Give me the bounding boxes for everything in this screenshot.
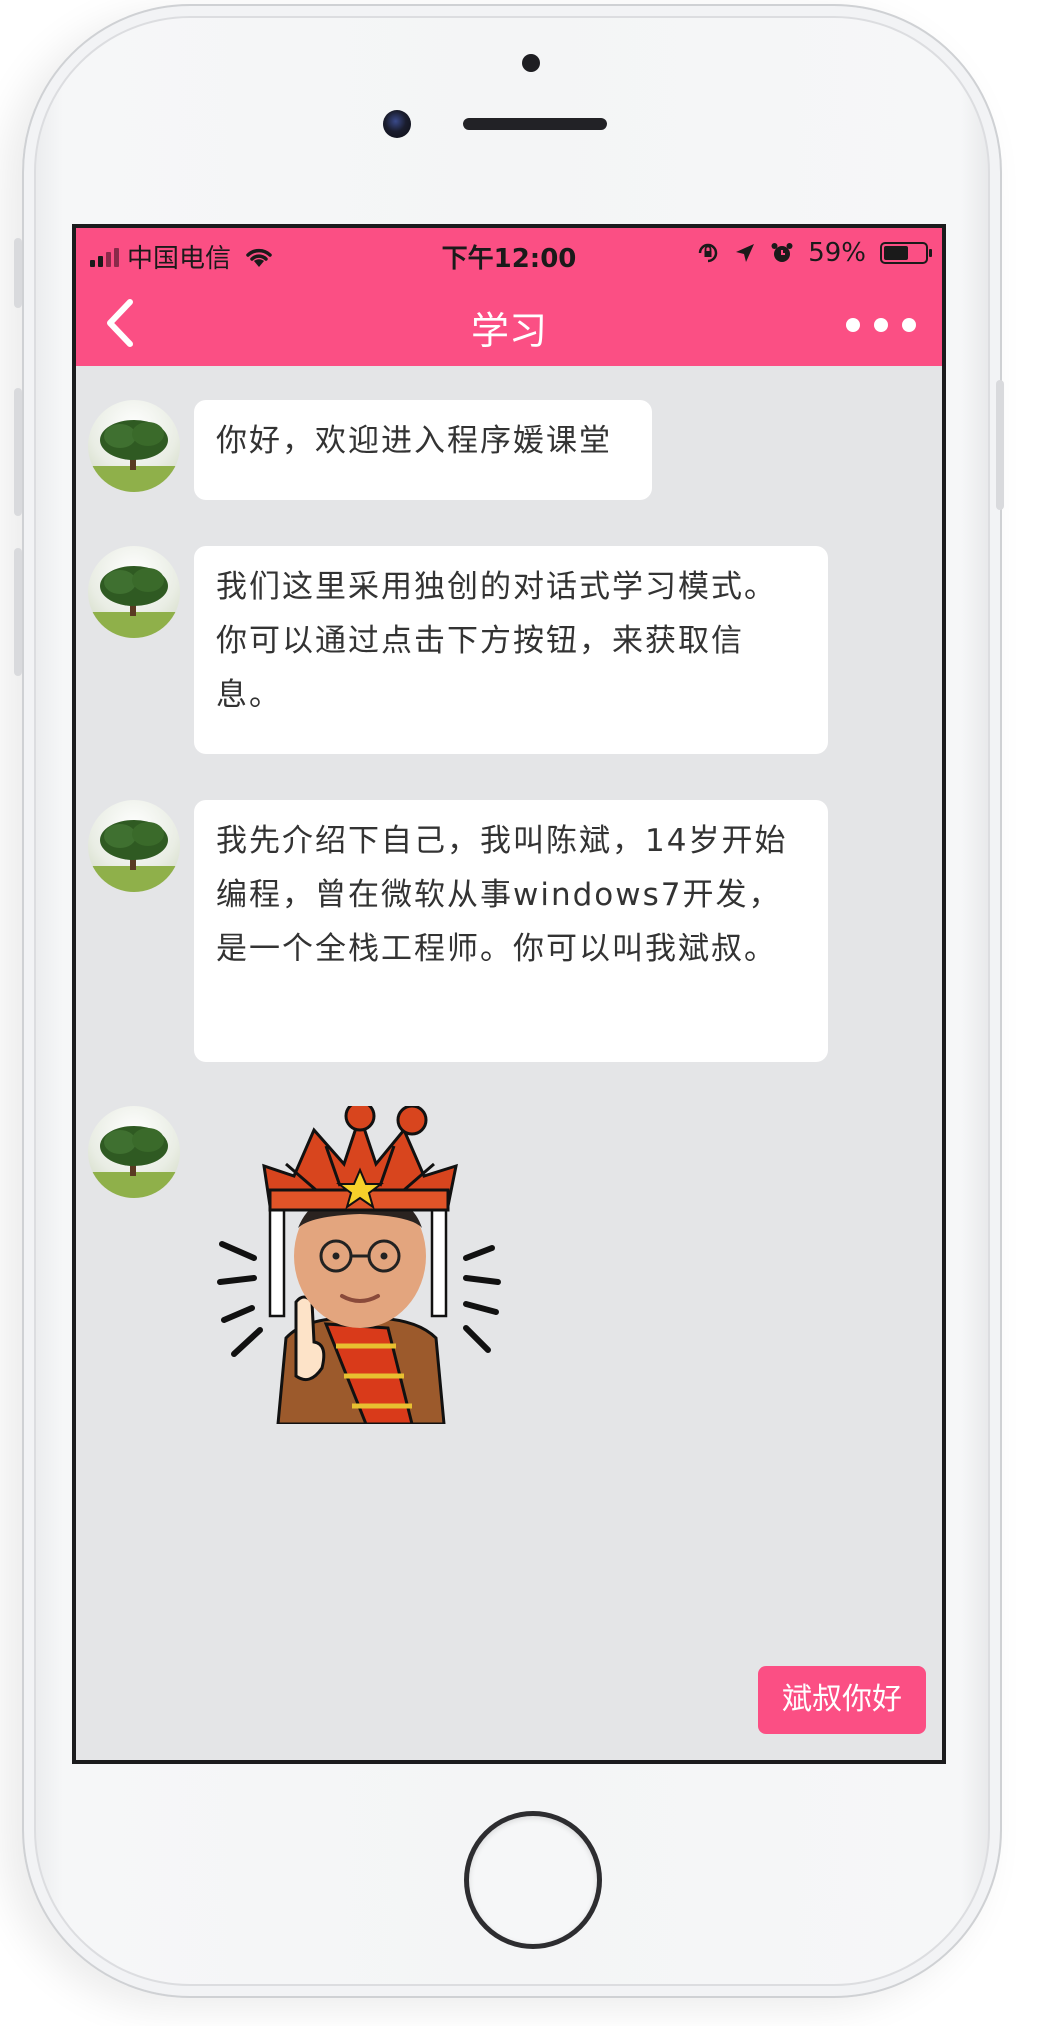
tree-avatar-icon: [88, 820, 180, 892]
location-icon: [736, 244, 755, 262]
alarm-icon: [771, 243, 793, 262]
tree-avatar-icon: [88, 420, 180, 492]
volume-up-button: [14, 388, 22, 516]
tree-avatar-icon: [88, 566, 180, 638]
message-text: 你好，欢迎进入程序媛课堂: [216, 423, 612, 459]
status-time: 下午12:00: [441, 244, 577, 274]
avatar: [88, 400, 180, 492]
nav-bar: 学习: [76, 280, 942, 366]
more-dots-icon[interactable]: [846, 318, 916, 332]
battery-percent: 59%: [808, 238, 866, 268]
message-bubble: 我们这里采用独创的对话式学习模式。你可以通过点击下方按钮，来获取信息。: [194, 546, 828, 754]
battery-icon: [880, 242, 932, 264]
message-text: 我们这里采用独创的对话式学习模式。你可以通过点击下方按钮，来获取信息。: [216, 569, 777, 713]
front-camera: [383, 110, 411, 138]
home-button[interactable]: [464, 1811, 602, 1949]
status-bar: 中国电信 下午12:00 59%: [76, 228, 942, 280]
chevron-left-icon[interactable]: [100, 298, 140, 348]
sensor-dot: [522, 54, 540, 72]
orientation-lock-icon: [698, 243, 718, 263]
earpiece-speaker: [463, 118, 607, 130]
carrier-name: 中国电信: [127, 244, 232, 274]
power-button: [996, 380, 1004, 510]
screen: 中国电信 下午12:00 59%: [72, 224, 946, 1764]
avatar: [88, 546, 180, 638]
reply-button[interactable]: 斌叔你好: [758, 1666, 926, 1734]
wifi-icon: [246, 248, 272, 267]
signal-icon: [90, 247, 119, 267]
volume-down-button: [14, 548, 22, 676]
avatar: [88, 1106, 180, 1198]
page-title: 学习: [470, 309, 547, 353]
mute-switch: [14, 238, 22, 308]
avatar: [88, 800, 180, 892]
message-bubble: 你好，欢迎进入程序媛课堂: [194, 400, 652, 500]
message-text: 我先介绍下自己，我叫陈斌，14岁开始编程，曾在微软从事windows7开发，是一…: [216, 823, 788, 967]
tree-avatar-icon: [88, 1126, 180, 1198]
monk-sticker-icon: [217, 1106, 501, 1424]
message-bubble: 我先介绍下自己，我叫陈斌，14岁开始编程，曾在微软从事windows7开发，是一…: [194, 800, 828, 1062]
